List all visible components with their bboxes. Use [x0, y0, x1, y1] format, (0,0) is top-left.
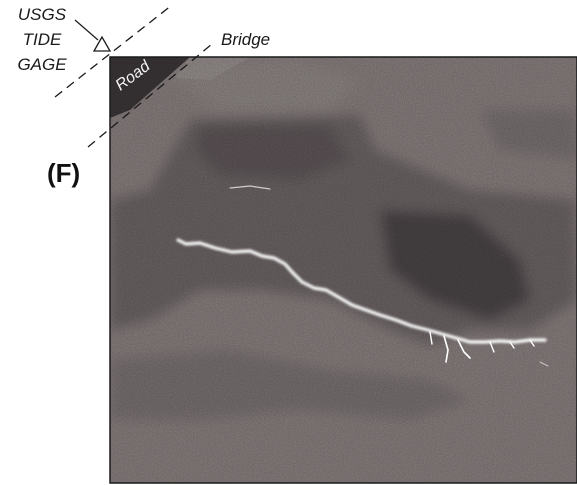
bridge-line [87, 43, 213, 148]
gage-label-line1: USGS [17, 5, 67, 24]
gage-label-line3: GAGE [17, 55, 67, 74]
image-frame [109, 56, 577, 484]
gage-leader-line [74, 19, 99, 41]
triangle-icon [92, 35, 112, 52]
gage-label-line2: TIDE [22, 30, 62, 49]
aerial-image [110, 57, 577, 483]
panel-label: (F) [47, 158, 81, 188]
tidal-channel [176, 185, 549, 367]
bridge-label: Bridge [221, 30, 271, 49]
gage-line [54, 4, 173, 98]
